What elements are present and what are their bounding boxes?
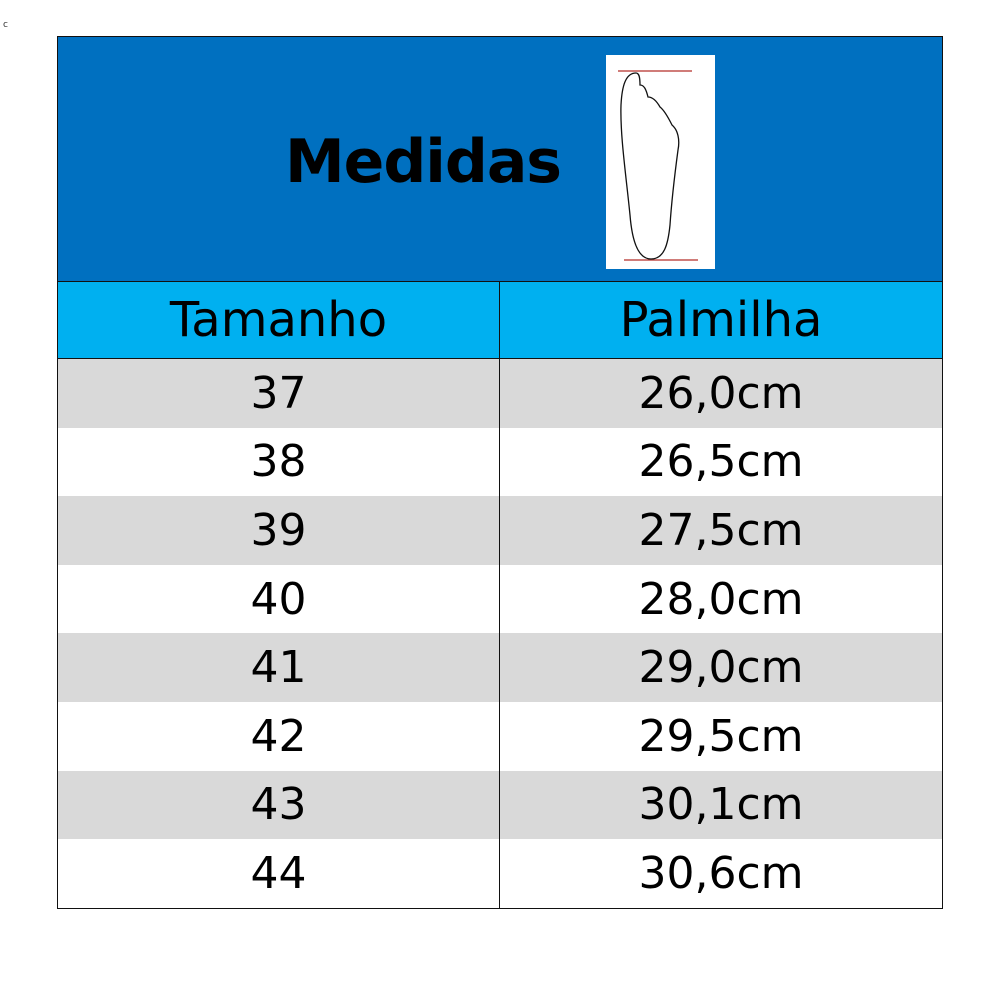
insole-cell: 30,1cm — [638, 779, 804, 831]
table-row: 39 27,5cm — [58, 496, 942, 565]
size-cell: 37 — [58, 359, 500, 428]
chart-title: Medidas — [284, 127, 562, 197]
table-row: 41 29,0cm — [58, 633, 942, 702]
size-cell: 41 — [58, 633, 500, 702]
header-size: Tamanho — [58, 282, 500, 358]
insole-cell: 26,5cm — [638, 436, 804, 488]
insole-cell: 29,0cm — [638, 642, 804, 694]
insole-cell: 29,5cm — [638, 710, 804, 762]
table-row: 42 29,5cm — [58, 701, 942, 771]
table-row: 40 28,0cm — [58, 564, 942, 634]
foot-outline-icon — [606, 55, 715, 269]
insole-cell: 30,6cm — [638, 847, 804, 899]
size-cell: 44 — [58, 839, 500, 908]
insole-cell: 28,0cm — [638, 573, 804, 625]
corner-mark: c — [3, 20, 8, 30]
table-row: 43 30,1cm — [58, 770, 942, 840]
insole-cell: 27,5cm — [638, 504, 804, 556]
size-cell: 42 — [58, 701, 500, 771]
size-cell: 40 — [58, 564, 500, 634]
insole-cell: 26,0cm — [638, 367, 804, 419]
size-cell: 38 — [58, 427, 500, 497]
title-row: Medidas — [58, 37, 942, 282]
size-cell: 39 — [58, 496, 500, 565]
table-row: 38 26,5cm — [58, 427, 942, 497]
table-row: 37 26,0cm — [58, 359, 942, 428]
size-cell: 43 — [58, 770, 500, 840]
size-chart-table: Medidas Tamanho Palmilha 37 26,0cm 38 26,… — [57, 36, 943, 909]
table-row: 44 30,6cm — [58, 839, 942, 908]
header-insole: Palmilha — [619, 292, 823, 348]
column-header-row: Tamanho Palmilha — [58, 282, 942, 359]
